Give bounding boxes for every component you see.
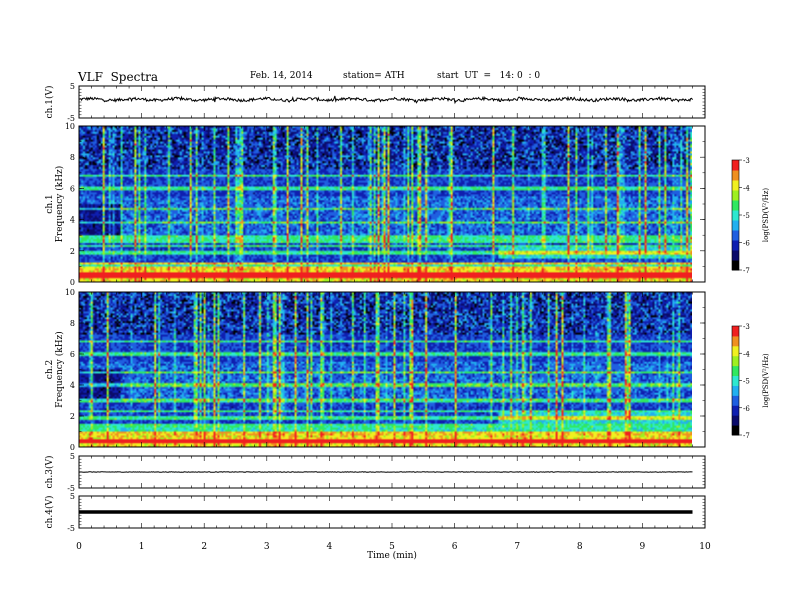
ch2-spectrogram-panel: 0 2 4 6 8 10 ch.2 Frequency (kHz) — [45, 288, 706, 452]
x-tick-label: 1 — [139, 542, 145, 552]
y-tick-label: 5 — [70, 452, 75, 461]
y-tick-label: 10 — [65, 122, 75, 131]
colorbar-tick-label: -3 — [743, 157, 750, 165]
colorbar-tick-label: -4 — [743, 350, 750, 358]
x-tick-label: 9 — [640, 542, 646, 552]
colorbar-segment — [732, 260, 739, 271]
colorbar-segment — [732, 200, 739, 211]
y-axis-label: ch.1 — [45, 194, 55, 213]
y-tick-label: 4 — [70, 216, 75, 225]
y-tick-label: 10 — [65, 288, 75, 297]
x-tick-label: 7 — [514, 542, 520, 552]
y-axis-label: ch.4(V) — [44, 496, 55, 529]
colorbar-segment — [732, 240, 739, 251]
header-date: Feb. 14, 2014 — [250, 71, 313, 81]
ch3-waveform-panel: 5 -5 ch.3(V) — [44, 452, 706, 493]
y-axis-label: ch.2 — [45, 360, 55, 379]
y-tick-label: -5 — [67, 524, 75, 533]
x-tick-label: 0 — [76, 542, 82, 552]
x-tick-label: 5 — [389, 542, 395, 552]
x-tick-label: 3 — [264, 542, 270, 552]
y-tick-label: 5 — [70, 82, 75, 91]
colorbar-tick-label: -6 — [743, 405, 750, 413]
colorbar-segment — [732, 425, 739, 436]
colorbar-label: log(PSD(V²/Hz) — [762, 353, 770, 408]
y-tick-label: 0 — [70, 443, 75, 452]
spectrogram-image — [79, 292, 692, 447]
colorbar-tick-label: -5 — [743, 212, 750, 220]
x-tick-label: 8 — [577, 542, 583, 552]
colorbar-segment — [732, 365, 739, 377]
colorbar-segment — [732, 230, 739, 241]
y-tick-label: 8 — [70, 153, 75, 162]
colorbar-label: log(PSD(V²/Hz) — [762, 188, 770, 243]
colorbar-segment — [732, 170, 739, 181]
colorbar-segment — [732, 385, 739, 396]
header-start-time: start UT = 14: 0 : 0 — [437, 71, 541, 81]
colorbar-segment — [732, 355, 739, 367]
colorbar-segment — [732, 395, 739, 406]
colorbar-tick-label: -4 — [743, 185, 750, 193]
y-tick-label: -5 — [67, 484, 75, 493]
y-tick-label: 6 — [70, 184, 75, 193]
y-tick-label: 4 — [70, 381, 75, 390]
y-axis-label: Frequency (kHz) — [54, 331, 65, 408]
y-axis-label: ch.1(V) — [44, 86, 55, 119]
y-tick-label: 2 — [70, 247, 75, 256]
y-axis-label: Frequency (kHz) — [54, 166, 65, 243]
ch1-spectrogram-panel: 0 2 4 6 8 10 ch.1 Frequency (kHz) — [45, 122, 706, 287]
colorbar-tick-label: -7 — [743, 432, 750, 440]
colorbar-segment — [732, 160, 739, 171]
colorbar-tick-label: -7 — [743, 267, 750, 275]
colorbar-segment — [732, 190, 739, 201]
x-tick-label: 10 — [699, 542, 711, 552]
waveform-trace — [79, 95, 693, 105]
colorbar-segment — [732, 250, 739, 261]
colorbar-segment — [732, 220, 739, 231]
colorbar-segment — [732, 405, 739, 416]
colorbar-tick-label: -5 — [743, 378, 750, 386]
colorbar-tick-label: -6 — [743, 240, 750, 248]
colorbar-segment — [732, 345, 739, 357]
y-tick-label: -5 — [67, 114, 75, 123]
y-tick-label: 8 — [70, 319, 75, 328]
y-tick-label: 6 — [70, 350, 75, 359]
chart-title: VLF Spectra — [78, 70, 159, 84]
header-station: station= ATH — [343, 71, 405, 81]
ch1-waveform-panel: 5 -5 ch.1(V) — [44, 82, 706, 123]
x-tick-label: 2 — [201, 542, 207, 552]
y-axis-label: ch.3(V) — [44, 456, 55, 489]
y-tick-label: 5 — [70, 492, 75, 501]
x-axis-label: Time (min) — [367, 550, 417, 561]
x-axis: 0 1 2 3 4 5 6 7 8 9 10 Time (min) — [76, 542, 711, 561]
ch4-waveform-panel: 5 -5 ch.4(V) — [44, 492, 706, 533]
colorbar-segment — [732, 335, 739, 347]
spectrogram-image — [79, 126, 692, 282]
x-tick-label: 4 — [327, 542, 333, 552]
x-tick-label: 6 — [452, 542, 458, 552]
y-tick-label: 0 — [70, 278, 75, 287]
colorbar-segment — [732, 415, 739, 426]
y-tick-label: 2 — [70, 412, 75, 421]
colorbars: -3 -4 -5 -6 -7 log(PSD(V²/Hz) -3 -4 -5 -6 -7 log(PS… — [731, 157, 770, 440]
colorbar-segment — [732, 375, 739, 386]
colorbar-segment — [732, 210, 739, 221]
colorbar-segment — [732, 180, 739, 191]
colorbar-segment — [732, 326, 739, 337]
colorbar-tick-label: -3 — [743, 323, 750, 331]
